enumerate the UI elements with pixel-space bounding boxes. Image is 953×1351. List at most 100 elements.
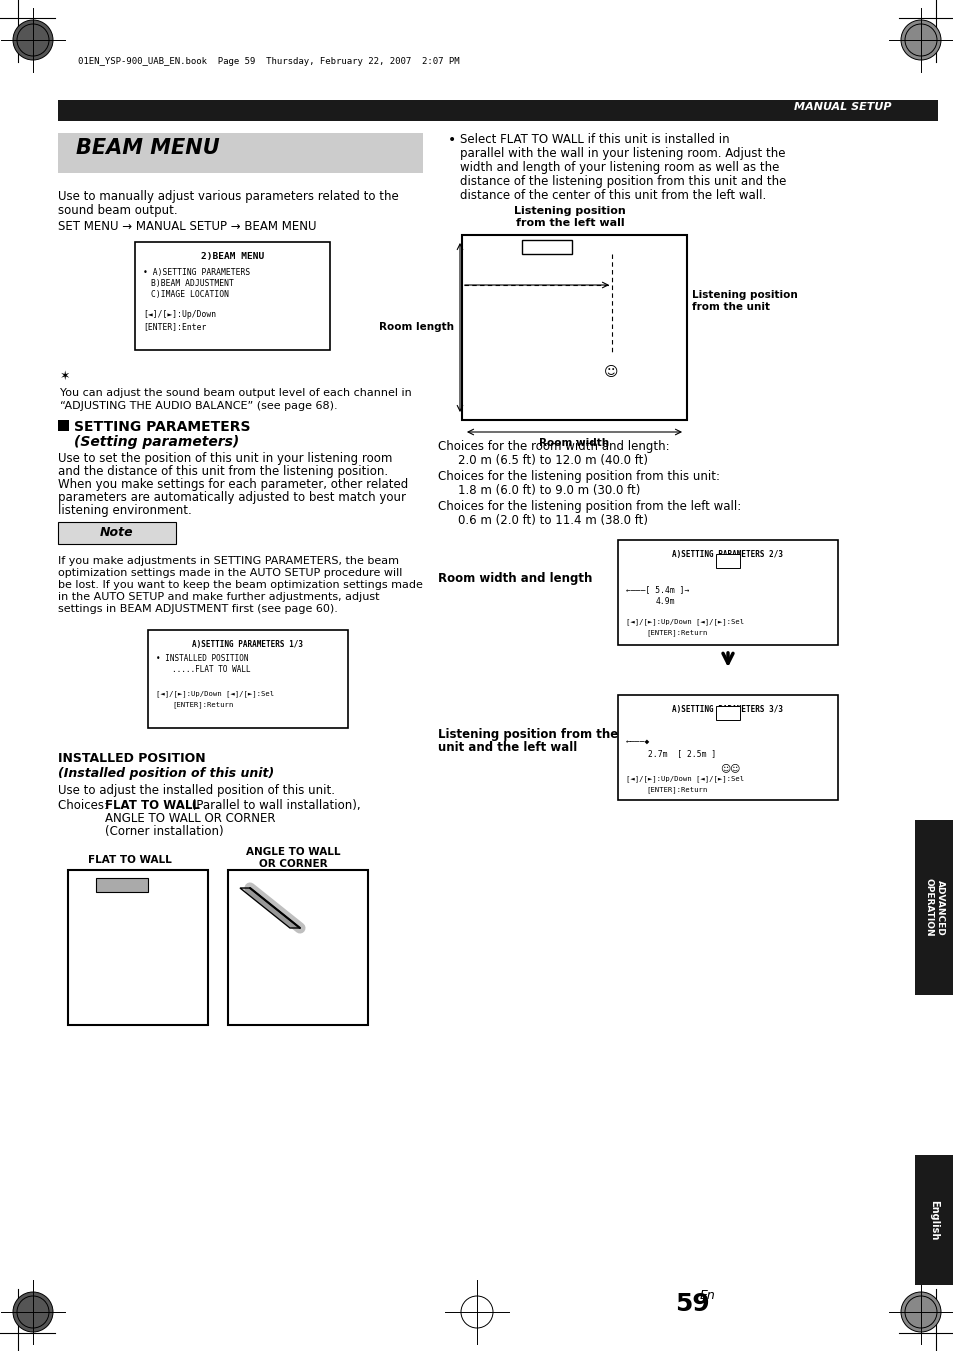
Text: “ADJUSTING THE AUDIO BALANCE” (see page 68).: “ADJUSTING THE AUDIO BALANCE” (see page … xyxy=(60,401,337,411)
Circle shape xyxy=(13,20,53,59)
Text: • INSTALLED POSITION: • INSTALLED POSITION xyxy=(156,654,248,663)
Text: ←———[ 5.4m ]→: ←———[ 5.4m ]→ xyxy=(625,585,689,594)
Bar xyxy=(914,820,953,994)
Text: Listening position from the: Listening position from the xyxy=(437,728,618,740)
Bar xyxy=(58,132,422,173)
Text: Choices for the listening position from the left wall:: Choices for the listening position from … xyxy=(437,500,740,513)
Circle shape xyxy=(900,20,940,59)
Text: 4.9m: 4.9m xyxy=(656,597,675,607)
Text: En: En xyxy=(700,1289,715,1302)
Text: distance of the center of this unit from the left wall.: distance of the center of this unit from… xyxy=(459,189,765,203)
Text: 59: 59 xyxy=(675,1292,709,1316)
Text: MANUAL SETUP: MANUAL SETUP xyxy=(794,101,891,112)
Text: ADVANCED
OPERATION: ADVANCED OPERATION xyxy=(923,878,943,936)
Text: OR CORNER: OR CORNER xyxy=(258,859,327,869)
Text: Room width and length: Room width and length xyxy=(437,571,592,585)
Text: Choices:: Choices: xyxy=(58,798,112,812)
Text: 01EN_YSP-900_UAB_EN.book  Page 59  Thursday, February 22, 2007  2:07 PM: 01EN_YSP-900_UAB_EN.book Page 59 Thursda… xyxy=(78,57,459,66)
Bar xyxy=(228,870,368,1025)
Bar xyxy=(914,1155,953,1285)
Text: ANGLE TO WALL OR CORNER: ANGLE TO WALL OR CORNER xyxy=(105,812,275,825)
Text: ANGLE TO WALL: ANGLE TO WALL xyxy=(246,847,340,857)
Text: [ENTER]:Return: [ENTER]:Return xyxy=(645,630,706,636)
Text: Listening position: Listening position xyxy=(514,205,625,216)
Bar xyxy=(135,242,330,350)
Text: (Setting parameters): (Setting parameters) xyxy=(74,435,239,449)
Text: When you make settings for each parameter, other related: When you make settings for each paramete… xyxy=(58,478,408,490)
Bar xyxy=(716,554,740,567)
Bar xyxy=(58,100,937,122)
Text: settings in BEAM ADJUSTMENT first (see page 60).: settings in BEAM ADJUSTMENT first (see p… xyxy=(58,604,337,613)
Polygon shape xyxy=(240,888,299,928)
Text: 2.0 m (6.5 ft) to 12.0 m (40.0 ft): 2.0 m (6.5 ft) to 12.0 m (40.0 ft) xyxy=(457,454,647,467)
Text: parallel with the wall in your listening room. Adjust the: parallel with the wall in your listening… xyxy=(459,147,784,159)
Text: SETTING PARAMETERS: SETTING PARAMETERS xyxy=(74,420,251,434)
Text: Room width: Room width xyxy=(538,438,609,449)
Text: Room length: Room length xyxy=(378,323,454,332)
Text: Use to set the position of this unit in your listening room: Use to set the position of this unit in … xyxy=(58,453,392,465)
Text: Use to manually adjust various parameters related to the: Use to manually adjust various parameter… xyxy=(58,190,398,203)
Text: • A)SETTING PARAMETERS: • A)SETTING PARAMETERS xyxy=(143,267,250,277)
Text: [ENTER]:Enter: [ENTER]:Enter xyxy=(143,322,206,331)
Text: unit and the left wall: unit and the left wall xyxy=(437,740,577,754)
Text: 2)BEAM MENU: 2)BEAM MENU xyxy=(201,253,264,261)
Text: Listening position: Listening position xyxy=(691,290,797,300)
Text: parameters are automatically adjusted to best match your: parameters are automatically adjusted to… xyxy=(58,490,406,504)
Text: and the distance of this unit from the listening position.: and the distance of this unit from the l… xyxy=(58,465,388,478)
Text: [◄]/[►]:Up/Down: [◄]/[►]:Up/Down xyxy=(143,309,216,319)
Text: Choices for the room width and length:: Choices for the room width and length: xyxy=(437,440,669,453)
Text: Use to adjust the installed position of this unit.: Use to adjust the installed position of … xyxy=(58,784,335,797)
Text: sound beam output.: sound beam output. xyxy=(58,204,177,218)
Text: ☺☺: ☺☺ xyxy=(720,763,740,773)
Bar xyxy=(96,878,148,892)
Text: .....FLAT TO WALL: .....FLAT TO WALL xyxy=(172,665,251,674)
Text: Select FLAT TO WALL if this unit is installed in: Select FLAT TO WALL if this unit is inst… xyxy=(459,132,729,146)
Text: ←———◆: ←———◆ xyxy=(625,738,650,746)
Text: English: English xyxy=(928,1200,939,1240)
Text: be lost. If you want to keep the beam optimization settings made: be lost. If you want to keep the beam op… xyxy=(58,580,422,590)
Text: in the AUTO SETUP and make further adjustments, adjust: in the AUTO SETUP and make further adjus… xyxy=(58,592,379,603)
Text: distance of the listening position from this unit and the: distance of the listening position from … xyxy=(459,176,785,188)
Text: SET MENU → MANUAL SETUP → BEAM MENU: SET MENU → MANUAL SETUP → BEAM MENU xyxy=(58,220,316,232)
Text: from the left wall: from the left wall xyxy=(516,218,623,228)
Text: [◄]/[►]:Up/Down [◄]/[►]:Sel: [◄]/[►]:Up/Down [◄]/[►]:Sel xyxy=(625,775,743,782)
Text: [◄]/[►]:Up/Down [◄]/[►]:Sel: [◄]/[►]:Up/Down [◄]/[►]:Sel xyxy=(156,690,274,697)
Bar xyxy=(148,630,348,728)
Bar xyxy=(68,870,208,1025)
Text: 2.7m  [ 2.5m ]: 2.7m [ 2.5m ] xyxy=(647,748,716,758)
Text: (Corner installation): (Corner installation) xyxy=(105,825,223,838)
Bar xyxy=(58,521,175,544)
Bar xyxy=(618,540,837,644)
Text: width and length of your listening room as well as the: width and length of your listening room … xyxy=(459,161,779,174)
Text: C)IMAGE LOCATION: C)IMAGE LOCATION xyxy=(151,290,229,299)
Text: ☺: ☺ xyxy=(603,365,618,380)
Text: [◄]/[►]:Up/Down [◄]/[►]:Sel: [◄]/[►]:Up/Down [◄]/[►]:Sel xyxy=(625,617,743,624)
Text: (Parallel to wall installation),: (Parallel to wall installation), xyxy=(188,798,360,812)
Text: •: • xyxy=(448,132,456,147)
Text: 0.6 m (2.0 ft) to 11.4 m (38.0 ft): 0.6 m (2.0 ft) to 11.4 m (38.0 ft) xyxy=(457,513,647,527)
Text: optimization settings made in the AUTO SETUP procedure will: optimization settings made in the AUTO S… xyxy=(58,567,402,578)
Text: 1.8 m (6.0 ft) to 9.0 m (30.0 ft): 1.8 m (6.0 ft) to 9.0 m (30.0 ft) xyxy=(457,484,639,497)
Text: (Installed position of this unit): (Installed position of this unit) xyxy=(58,767,274,780)
Text: [ENTER]:Return: [ENTER]:Return xyxy=(645,786,706,793)
Text: A)SETTING PARAMETERS 1/3: A)SETTING PARAMETERS 1/3 xyxy=(193,640,303,648)
Bar xyxy=(716,707,740,720)
Bar xyxy=(618,694,837,800)
Text: FLAT TO WALL: FLAT TO WALL xyxy=(105,798,200,812)
Text: INSTALLED POSITION: INSTALLED POSITION xyxy=(58,753,206,765)
Text: [ENTER]:Return: [ENTER]:Return xyxy=(172,701,233,708)
Text: If you make adjustments in SETTING PARAMETERS, the beam: If you make adjustments in SETTING PARAM… xyxy=(58,557,398,566)
Text: Note: Note xyxy=(100,526,133,539)
Circle shape xyxy=(900,1292,940,1332)
Bar xyxy=(461,235,686,420)
Text: A)SETTING PARAMETERS 3/3: A)SETTING PARAMETERS 3/3 xyxy=(672,705,782,713)
Text: FLAT TO WALL: FLAT TO WALL xyxy=(88,855,172,865)
Text: from the unit: from the unit xyxy=(691,303,769,312)
Text: listening environment.: listening environment. xyxy=(58,504,192,517)
Text: ✶: ✶ xyxy=(60,370,71,382)
Circle shape xyxy=(13,1292,53,1332)
Text: You can adjust the sound beam output level of each channel in: You can adjust the sound beam output lev… xyxy=(60,388,412,399)
Bar xyxy=(58,420,69,431)
Bar xyxy=(521,240,572,254)
Text: B)BEAM ADJUSTMENT: B)BEAM ADJUSTMENT xyxy=(151,280,233,288)
